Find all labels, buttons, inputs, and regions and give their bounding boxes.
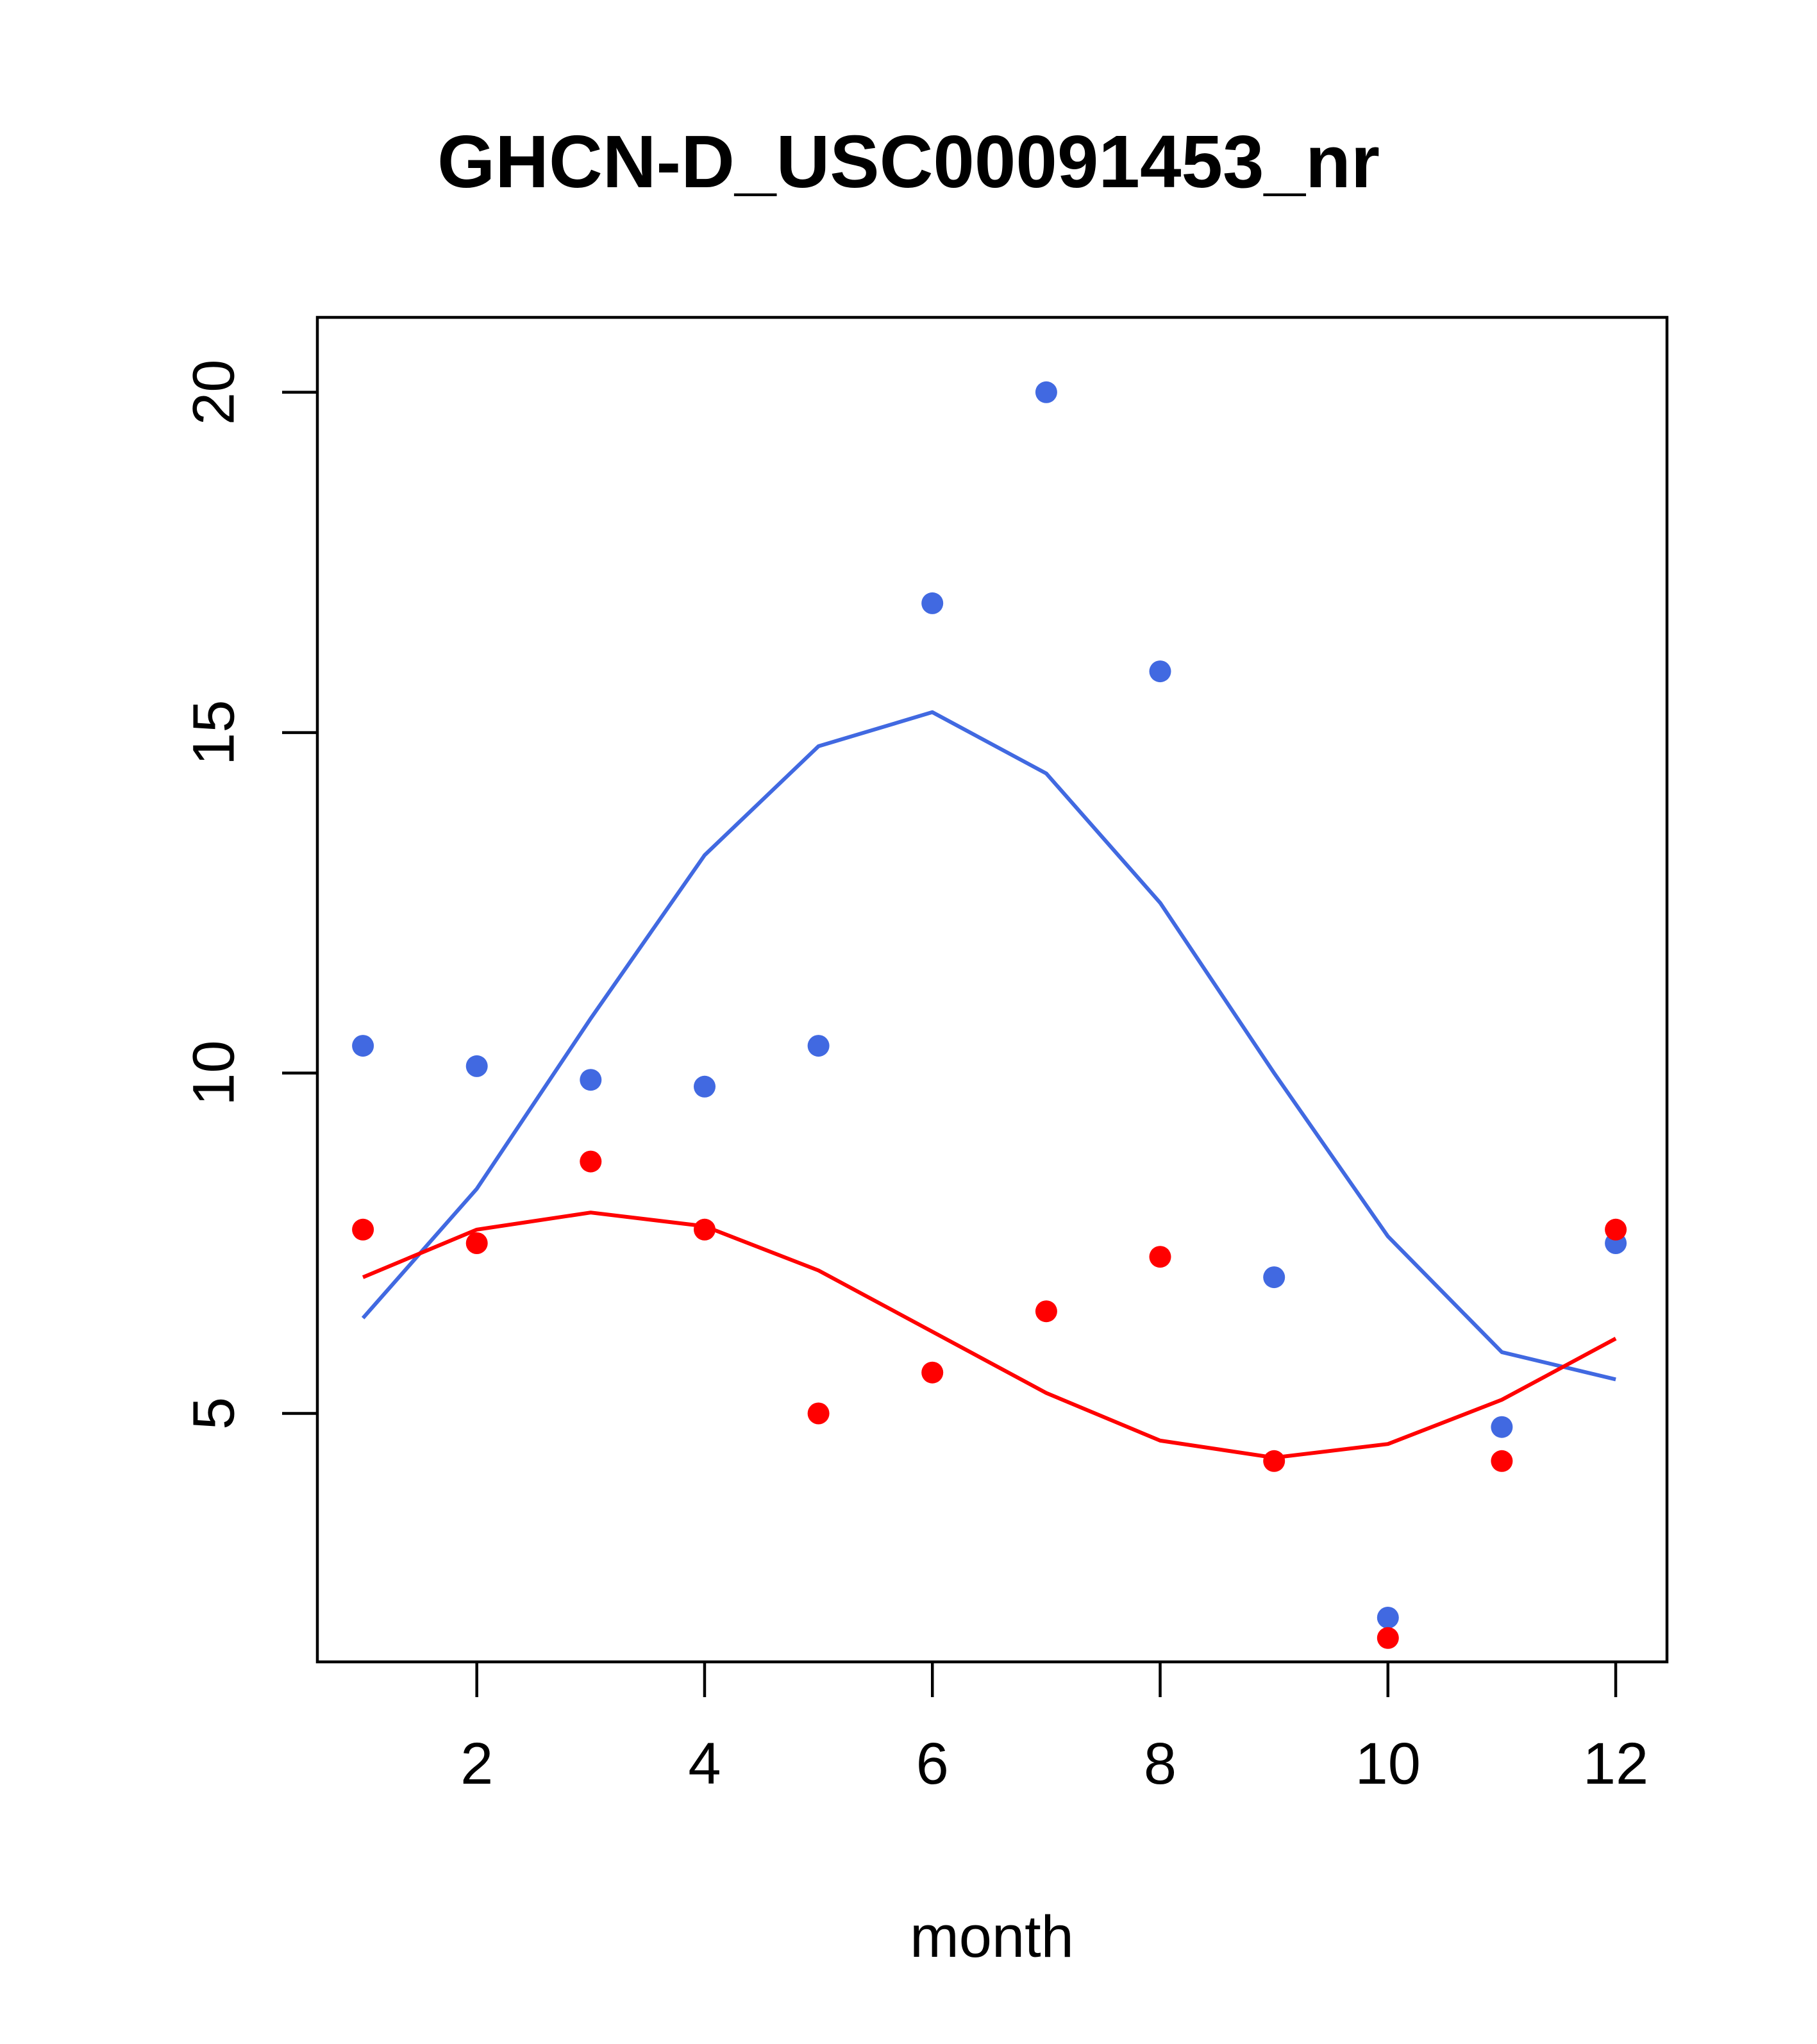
data-point-series-2 bbox=[1263, 1450, 1285, 1472]
data-point-series-1 bbox=[694, 1075, 716, 1098]
data-point-series-2 bbox=[465, 1232, 488, 1254]
y-tick-label: 10 bbox=[181, 1040, 246, 1105]
y-tick-label: 5 bbox=[181, 1397, 246, 1430]
data-point-series-2 bbox=[1605, 1218, 1627, 1241]
x-axis: 2 4 6 8 10 12 bbox=[460, 1662, 1648, 1797]
data-point-series-2 bbox=[1491, 1450, 1513, 1472]
data-point-series-1 bbox=[1491, 1416, 1513, 1438]
data-point-series-1 bbox=[580, 1069, 602, 1091]
data-point-series-1 bbox=[1149, 660, 1171, 683]
x-axis-label: month bbox=[910, 1904, 1074, 1970]
series-layer bbox=[352, 381, 1627, 1649]
data-point-series-2 bbox=[1149, 1246, 1171, 1268]
smooth-line-series-2 bbox=[362, 1210, 1617, 1460]
y-tick-label: 15 bbox=[181, 700, 246, 766]
smooth-line-series-1 bbox=[361, 710, 1616, 1382]
x-tick-label: 6 bbox=[916, 1731, 949, 1797]
y-tick-label: 20 bbox=[181, 360, 246, 425]
data-point-series-1 bbox=[1035, 381, 1057, 403]
data-point-series-2 bbox=[807, 1402, 830, 1425]
x-tick-label: 10 bbox=[1355, 1731, 1421, 1797]
x-tick-label: 2 bbox=[460, 1731, 493, 1797]
data-point-series-2 bbox=[1035, 1300, 1057, 1323]
x-tick-label: 12 bbox=[1583, 1731, 1648, 1797]
data-point-series-1 bbox=[465, 1055, 488, 1077]
data-point-series-1 bbox=[807, 1035, 830, 1057]
data-point-series-1 bbox=[352, 1035, 374, 1057]
x-tick-label: 4 bbox=[688, 1731, 721, 1797]
data-point-series-2 bbox=[694, 1218, 716, 1241]
data-point-series-2 bbox=[1377, 1627, 1399, 1649]
data-point-series-1 bbox=[1263, 1266, 1285, 1289]
data-point-series-2 bbox=[921, 1361, 944, 1384]
data-point-series-1 bbox=[921, 592, 944, 614]
data-point-series-1 bbox=[1377, 1607, 1399, 1629]
data-point-series-2 bbox=[580, 1150, 602, 1173]
chart-title: GHCN-D_USC00091453_nr bbox=[437, 120, 1380, 203]
data-point-series-2 bbox=[352, 1218, 374, 1241]
plot-frame bbox=[315, 315, 1669, 1664]
y-axis: 5 10 15 20 bbox=[181, 360, 317, 1430]
x-tick-label: 8 bbox=[1144, 1731, 1176, 1797]
